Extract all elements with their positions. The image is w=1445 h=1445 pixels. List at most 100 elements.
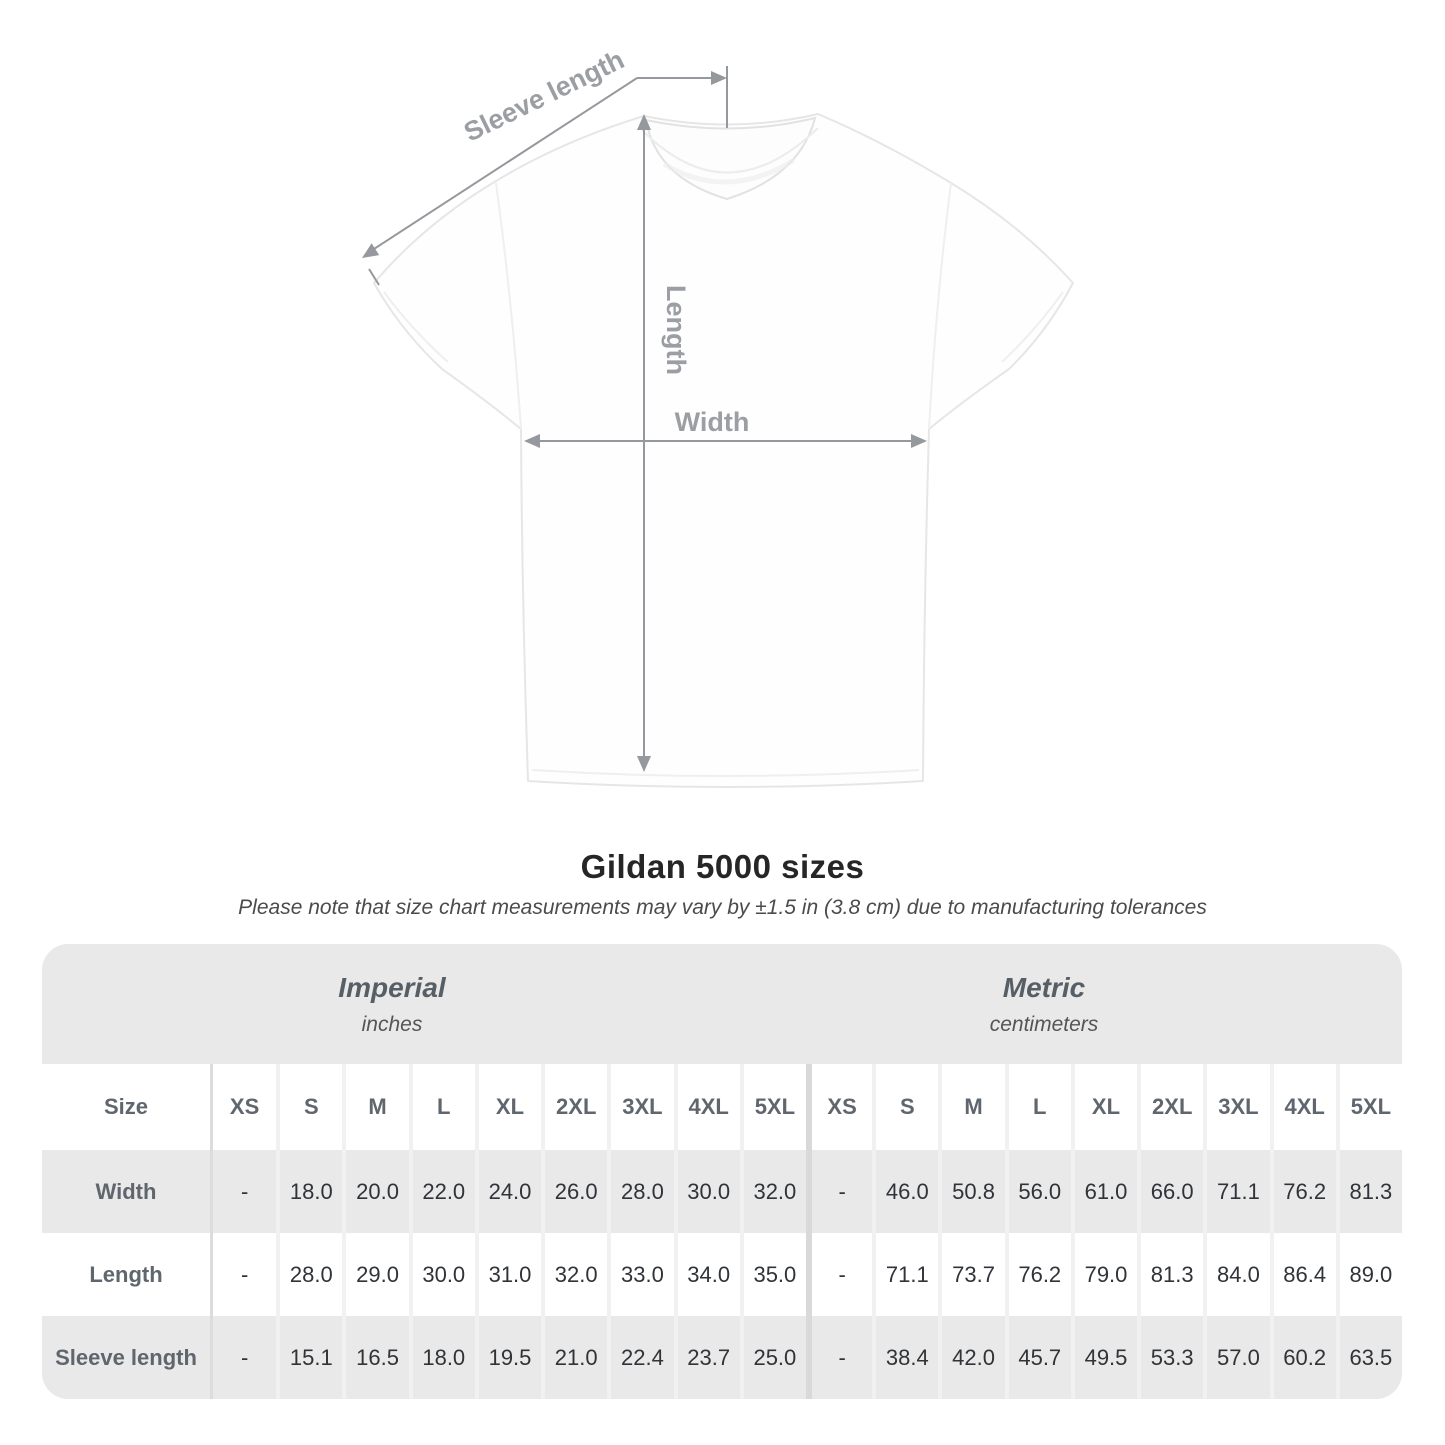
metric-section-header: Metric centimeters	[722, 944, 1402, 1064]
table-cell: -	[805, 1316, 873, 1399]
table-cell: -	[210, 1150, 277, 1233]
table-cell: 53.3	[1137, 1316, 1204, 1399]
table-cell: 31.0	[474, 1233, 542, 1316]
bottom-hem-seam	[531, 769, 920, 777]
table-cell: 76.2	[1269, 1150, 1336, 1233]
table-cell: 28.0	[607, 1150, 674, 1233]
table-row-width: Width - 18.0 20.0 22.0 24.0 26.0 28.0 30…	[42, 1150, 1402, 1233]
width-label: Width	[675, 407, 750, 437]
table-cell: -	[805, 1233, 873, 1316]
table-cell: 63.5	[1335, 1316, 1402, 1399]
table-cell: -	[210, 1233, 277, 1316]
dimension-lines	[368, 66, 911, 756]
right-armhole-seam	[928, 182, 952, 430]
size-chart-table: Imperial inches Metric centimeters Size …	[42, 944, 1402, 1399]
left-sleeve-hem-seam	[383, 291, 449, 363]
table-cell: 19.5	[474, 1316, 542, 1399]
column-header: 4XL	[673, 1064, 740, 1150]
size-header-cell: Size	[42, 1064, 210, 1150]
table-cell: -	[805, 1150, 873, 1233]
column-header: XL	[474, 1064, 542, 1150]
table-cell: 32.0	[541, 1233, 608, 1316]
table-cell: 81.3	[1335, 1150, 1402, 1233]
column-header: L	[1004, 1064, 1071, 1150]
table-cell: 71.1	[1203, 1150, 1270, 1233]
sleeve-length-line-overshoot	[368, 268, 380, 286]
arrowheads	[362, 71, 927, 772]
right-sleeve-hem-seam	[1001, 291, 1064, 363]
column-header: 5XL	[739, 1064, 806, 1150]
table-cell: 29.0	[342, 1233, 409, 1316]
table-cell: 26.0	[541, 1150, 608, 1233]
column-header: 2XL	[1137, 1064, 1204, 1150]
column-header: L	[408, 1064, 475, 1150]
table-cell: 18.0	[276, 1150, 343, 1233]
table-cell: 25.0	[739, 1316, 806, 1399]
table-row-length: Length - 28.0 29.0 30.0 31.0 32.0 33.0 3…	[42, 1233, 1402, 1316]
table-cell: 71.1	[872, 1233, 939, 1316]
row-label: Width	[42, 1150, 210, 1233]
table-cell: 56.0	[1004, 1150, 1071, 1233]
sleeve-arrowhead	[362, 243, 380, 258]
row-label: Length	[42, 1233, 210, 1316]
table-cell: 34.0	[673, 1233, 740, 1316]
table-cell: 30.0	[673, 1150, 740, 1233]
length-arrowhead-top	[637, 114, 651, 130]
table-cell: 28.0	[276, 1233, 343, 1316]
length-arrowhead-bottom	[637, 756, 651, 772]
column-header: 3XL	[607, 1064, 674, 1150]
tshirt-measurement-diagram: Sleeve length Length Width	[362, 44, 1074, 788]
table-cell: 15.1	[276, 1316, 343, 1399]
left-armhole-seam	[495, 182, 522, 430]
table-cell: 20.0	[342, 1150, 409, 1233]
width-arrowhead-right	[911, 434, 927, 448]
table-cell: 84.0	[1203, 1233, 1270, 1316]
table-cell: 33.0	[607, 1233, 674, 1316]
table-row-sleeve-length: Sleeve length - 15.1 16.5 18.0 19.5 21.0…	[42, 1316, 1402, 1399]
imperial-unit: inches	[361, 1012, 423, 1036]
table-cell: 45.7	[1004, 1316, 1071, 1399]
table-cell: 89.0	[1335, 1233, 1402, 1316]
column-header: XS	[805, 1064, 873, 1150]
table-cell: 50.8	[938, 1150, 1005, 1233]
column-header: XS	[210, 1064, 277, 1150]
collar-shadow	[662, 157, 796, 185]
column-header: XL	[1070, 1064, 1138, 1150]
collar-seam	[641, 127, 819, 174]
table-cell: 16.5	[342, 1316, 409, 1399]
metric-title: Metric	[1002, 971, 1086, 1003]
column-header: 4XL	[1269, 1064, 1336, 1150]
jog-arrowhead	[711, 71, 727, 85]
table-cell: 79.0	[1070, 1233, 1138, 1316]
table-cell: 42.0	[938, 1316, 1005, 1399]
size-header-row: Size XS S M L XL 2XL 3XL 4XL 5XL XS S M …	[42, 1064, 1402, 1150]
table-cell: 32.0	[739, 1150, 806, 1233]
column-header: S	[872, 1064, 939, 1150]
column-header: M	[938, 1064, 1005, 1150]
sleeve-length-line	[373, 77, 638, 250]
table-cell: 86.4	[1269, 1233, 1336, 1316]
metric-unit: centimeters	[989, 1012, 1099, 1036]
row-label: Sleeve length	[42, 1316, 210, 1399]
table-cell: 38.4	[872, 1316, 939, 1399]
tolerance-note: Please note that size chart measurements…	[238, 896, 1207, 919]
imperial-title: Imperial	[338, 971, 446, 1003]
table-cell: 60.2	[1269, 1316, 1336, 1399]
page-title: Gildan 5000 sizes	[580, 848, 865, 885]
table-cell: 30.0	[408, 1233, 475, 1316]
column-header: M	[342, 1064, 409, 1150]
table-cell: 22.4	[607, 1316, 674, 1399]
column-header: 3XL	[1203, 1064, 1270, 1150]
table-cell: 66.0	[1137, 1150, 1204, 1233]
table-cell: 49.5	[1070, 1316, 1138, 1399]
table-cell: 73.7	[938, 1233, 1005, 1316]
table-cell: 57.0	[1203, 1316, 1270, 1399]
tshirt-diagram-svg: Sleeve length Length Width	[362, 44, 1074, 788]
table-cell: 76.2	[1004, 1233, 1071, 1316]
column-header: S	[276, 1064, 343, 1150]
table-cell: 22.0	[408, 1150, 475, 1233]
unit-header-row: Imperial inches Metric centimeters	[42, 944, 1402, 1064]
length-label: Length	[661, 285, 691, 375]
width-arrowhead-left	[524, 434, 540, 448]
table-cell: 46.0	[872, 1150, 939, 1233]
